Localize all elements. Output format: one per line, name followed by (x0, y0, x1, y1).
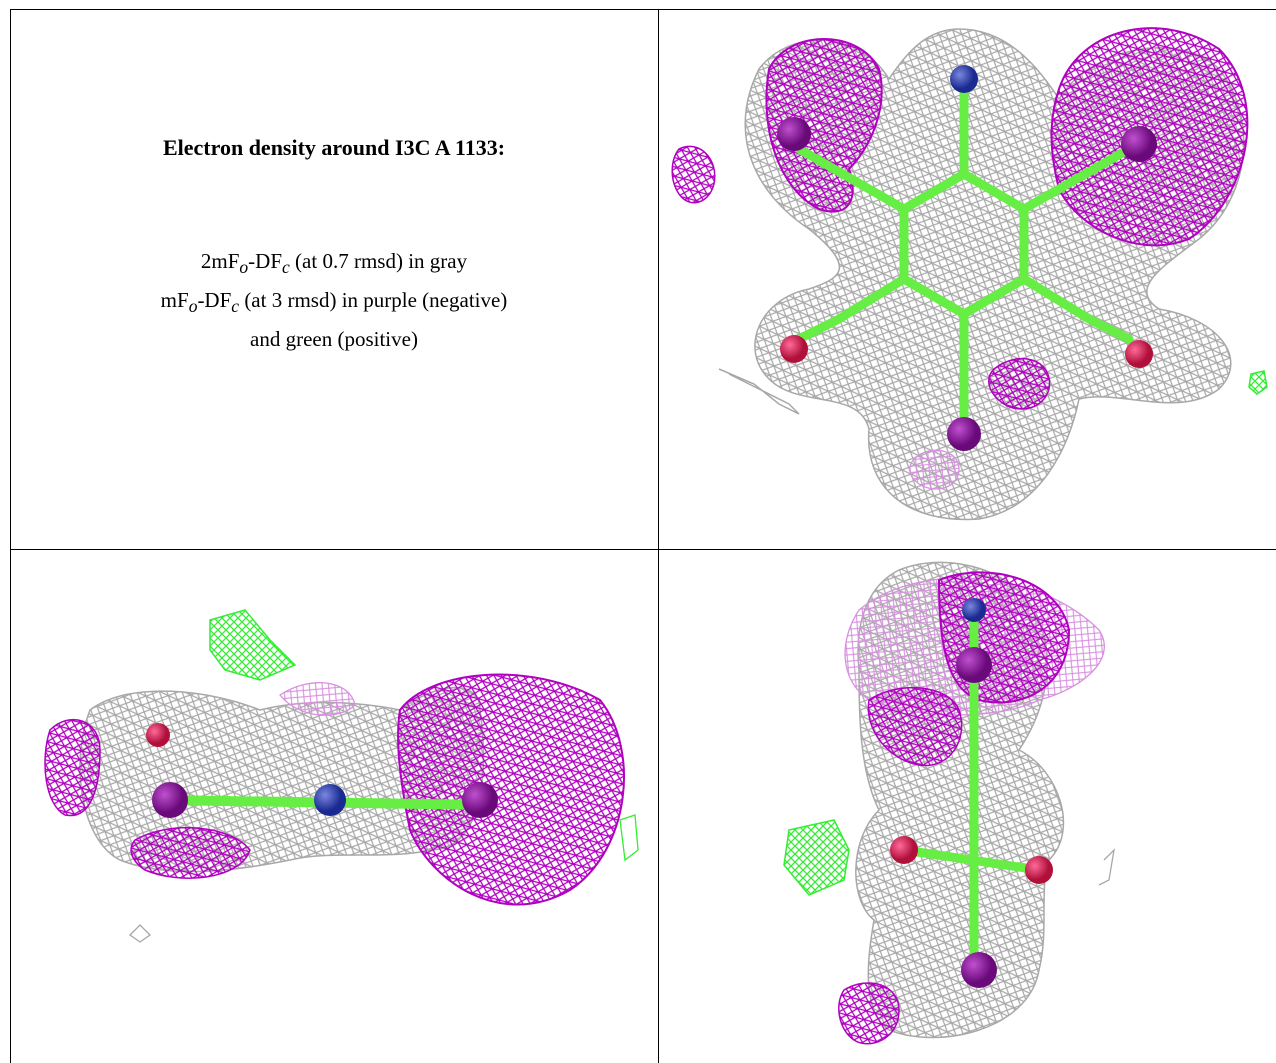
purple-mesh-lower (130, 826, 251, 879)
oxygen-atom-left (780, 335, 808, 363)
iodine-atom-right (1121, 126, 1157, 162)
green-mesh (783, 819, 850, 896)
iodine-atom-bottom (947, 417, 981, 451)
table-divider-vertical (658, 9, 659, 1063)
figure-table: Electron density around I3C A 1133: 2mFo… (10, 9, 1276, 1063)
legend-line-gray: 2mFo-DFc (at 0.7 rmsd) in gray (200, 249, 468, 278)
iodine-atom-bottom (961, 952, 997, 988)
purple-mesh-lobe (867, 687, 963, 767)
green-mesh-edge (619, 814, 639, 862)
density-image-side (44, 609, 639, 943)
purple-mesh-left (44, 719, 101, 817)
density-panel-end-view (659, 550, 1276, 1063)
green-mesh (1248, 370, 1268, 395)
density-panel-top-view (659, 9, 1276, 549)
purple-mesh-small (671, 145, 716, 204)
legend-line-purple: mFo-DFc (at 3 rmsd) in purple (negative) (160, 288, 508, 317)
nitrogen-atom (950, 65, 978, 93)
molecule-bonds (794, 84, 1134, 434)
iodine-atom-top (956, 647, 992, 683)
table-divider-horizontal (10, 549, 1276, 550)
green-mesh-top (209, 609, 297, 681)
nitrogen-atom (314, 784, 346, 816)
gray-mesh-fragment (718, 368, 800, 415)
density-image-end (783, 561, 1115, 1045)
purple-mesh-lower (988, 358, 1051, 410)
purple-mesh-faint (909, 449, 960, 490)
caption-legend: 2mFo-DFc (at 0.7 rmsd) in gray mFo-DFc (… (10, 245, 658, 356)
table-border-top (10, 9, 1276, 10)
oxygen-atom-left (890, 836, 918, 864)
purple-mesh-left (765, 38, 883, 213)
caption-title: Electron density around I3C A 1133: (162, 135, 506, 160)
gray-mesh-fragment (128, 924, 152, 943)
density-panel-side-view (10, 550, 658, 1063)
oxygen-atom-right (1025, 856, 1053, 884)
purple-mesh-upper (937, 571, 1071, 704)
caption-cell: Electron density around I3C A 1133: 2mFo… (10, 9, 658, 549)
purple-mesh-faint (279, 682, 356, 716)
density-image-top (671, 27, 1268, 521)
gray-mesh-fragment (1098, 848, 1115, 886)
table-border-left (10, 9, 11, 1063)
purple-mesh-lower (838, 982, 900, 1045)
iodine-atom-left (777, 117, 811, 151)
iodine-atom-left (152, 782, 188, 818)
oxygen-atom-right (1125, 340, 1153, 368)
legend-line-green: and green (positive) (250, 327, 418, 352)
purple-mesh-right (397, 673, 625, 906)
nitrogen-atom (962, 598, 986, 622)
iodine-atom-right (462, 782, 498, 818)
oxygen-atom (146, 723, 170, 747)
